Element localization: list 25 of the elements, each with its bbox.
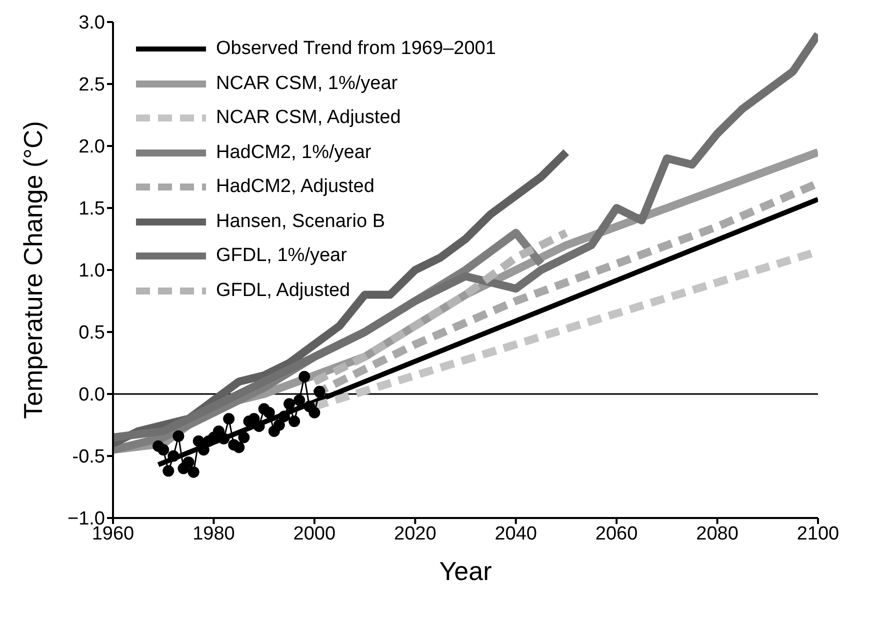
y-axis-title: Temperature Change (°C) [18,121,48,419]
x-tick-label: 2100 [796,523,840,544]
x-tick-label: 2080 [696,523,738,544]
y-tick-label: 1.0 [78,260,105,282]
legend-label: NCAR CSM, 1%/year [216,72,398,95]
x-tick-label: 2000 [293,523,336,544]
legend-label: Hansen, Scenario B [216,210,385,233]
y-tick-label: 0.0 [78,384,105,406]
y-tick-label: 2.5 [78,74,105,96]
y-tick-label: 0.5 [78,322,105,344]
y-tick-label: -0.5 [72,446,105,468]
x-axis-title: Year [439,556,492,586]
y-tick-label: 2.0 [78,136,105,158]
legend-label: HadCM2, 1%/year [216,142,372,164]
y-tick-label: 3.0 [78,12,105,34]
x-tick-label: 2060 [595,523,638,544]
x-tick-label: 2020 [394,523,436,544]
legend-label: Observed Trend from 1969–2001 [216,38,496,60]
x-tick-label: 2040 [494,523,537,544]
legend-label: NCAR CSM, Adjusted [216,107,401,130]
x-tick-label: 1980 [192,523,235,544]
legend-label: GFDL, Adjusted [216,280,350,302]
y-tick-label: 1.5 [78,198,105,220]
legend-label: GFDL, 1%/year [216,245,347,268]
legend-label: HadCM2, Adjusted [216,176,374,198]
